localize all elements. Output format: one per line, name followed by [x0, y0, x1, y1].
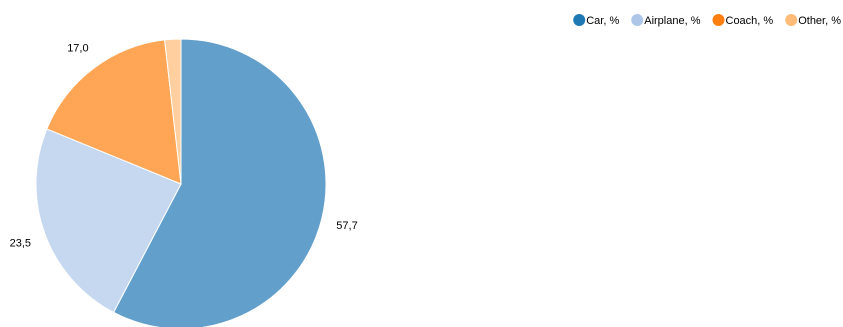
legend-item-airplane[interactable]: Airplane, %	[631, 14, 701, 27]
legend-swatch	[631, 14, 644, 26]
pie-slice-other	[164, 38, 182, 185]
legend-item-car[interactable]: Car, %	[573, 14, 619, 27]
legend: Car, % Airplane, % Coach, % Other, %	[573, 14, 841, 27]
legend-item-other[interactable]: Other, %	[785, 14, 841, 27]
legend-swatch	[573, 14, 586, 26]
legend-label: Car, %	[586, 15, 619, 27]
pie-data-labels: 57,7 23,5 17,0	[10, 43, 358, 250]
data-label-coach: 17,0	[67, 43, 88, 55]
legend-swatch	[785, 14, 798, 26]
legend-label: Other, %	[798, 15, 841, 27]
legend-label: Airplane, %	[644, 15, 700, 27]
legend-swatch	[712, 14, 725, 26]
pie-slice-airplane	[35, 128, 182, 314]
data-label-car: 57,7	[336, 220, 357, 232]
data-label-airplane: 23,5	[10, 237, 31, 249]
legend-item-coach[interactable]: Coach, %	[712, 14, 774, 27]
legend-label: Coach, %	[726, 15, 774, 27]
pie-slice-coach	[46, 39, 182, 185]
pie-slices	[35, 38, 327, 327]
pie-slice-car	[112, 38, 327, 327]
